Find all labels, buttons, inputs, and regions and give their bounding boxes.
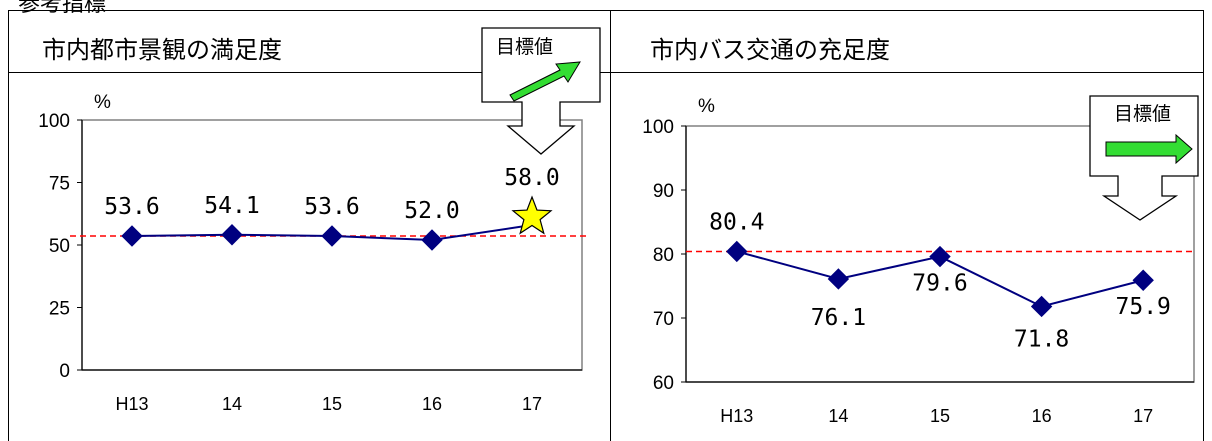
data-label: 79.6	[912, 271, 967, 297]
x-tick-label: H13	[720, 406, 753, 426]
title-divider	[8, 72, 1204, 73]
data-label: 53.6	[104, 194, 159, 220]
data-point	[1132, 269, 1154, 291]
x-tick-label: 15	[322, 394, 342, 414]
data-label: 71.8	[1014, 326, 1069, 352]
y-tick-label: 0	[59, 361, 70, 382]
panel-frame	[8, 10, 1204, 441]
target-callout	[481, 27, 601, 155]
right-arrow-icon	[1105, 133, 1193, 165]
data-point	[929, 245, 951, 268]
target-callout	[1089, 95, 1199, 221]
panel-divider	[610, 10, 611, 441]
data-point	[726, 240, 748, 263]
data-point	[121, 225, 143, 247]
data-label: 53.6	[304, 194, 359, 220]
data-label: 52.0	[404, 198, 459, 224]
chart-title-cityscape: 市内都市景観の満足度	[42, 36, 282, 64]
chart-cityscape: % 100 75 50 25 0 H13 14 15 16 17 53.6 54.1 53.6 52.…	[38, 27, 601, 414]
x-tick-label: 17	[1133, 406, 1153, 426]
x-tick-label: H13	[115, 394, 148, 414]
up-arrow-icon	[509, 61, 581, 102]
unit-label: %	[698, 96, 715, 117]
data-point	[321, 225, 343, 247]
x-tick-label: 16	[422, 394, 442, 414]
target-badge: 目標値	[1089, 95, 1199, 221]
data-label: 54.1	[204, 193, 259, 219]
x-tick-label: 15	[930, 406, 950, 426]
data-point	[827, 268, 850, 290]
x-tick-label: 14	[828, 406, 848, 426]
section-label: 参考指標	[18, 0, 107, 17]
x-tick-label: 17	[522, 394, 542, 414]
data-label: 80.4	[709, 209, 764, 235]
data-point	[221, 224, 243, 246]
chart-bus: % 100 90 80 70 60 H13 14 15 16 17 80.4 76.1 79.6 71…	[642, 95, 1199, 426]
star-marker	[511, 195, 553, 235]
x-tick-label: 14	[222, 394, 242, 414]
y-tick-label: 60	[653, 373, 674, 394]
x-tick-label: 16	[1032, 406, 1052, 426]
unit-label: %	[94, 92, 111, 113]
data-point	[1030, 295, 1053, 318]
y-tick-label: 100	[642, 117, 674, 138]
y-tick-label: 70	[653, 309, 674, 330]
y-tick-label: 50	[49, 236, 70, 257]
target-label: 目標値	[1114, 103, 1171, 125]
data-point	[421, 229, 443, 251]
data-label: 75.9	[1116, 294, 1171, 320]
y-tick-label: 100	[38, 111, 70, 132]
target-badge: 目標値	[481, 27, 601, 155]
y-tick-label: 25	[49, 299, 70, 320]
data-label: 76.1	[811, 305, 866, 331]
chart-title-bus: 市内バス交通の充足度	[650, 36, 890, 64]
data-label: 58.0	[504, 165, 559, 191]
y-tick-label: 75	[49, 174, 70, 195]
target-label: 目標値	[496, 36, 553, 58]
y-tick-label: 90	[653, 181, 674, 202]
y-tick-label: 80	[653, 245, 674, 266]
